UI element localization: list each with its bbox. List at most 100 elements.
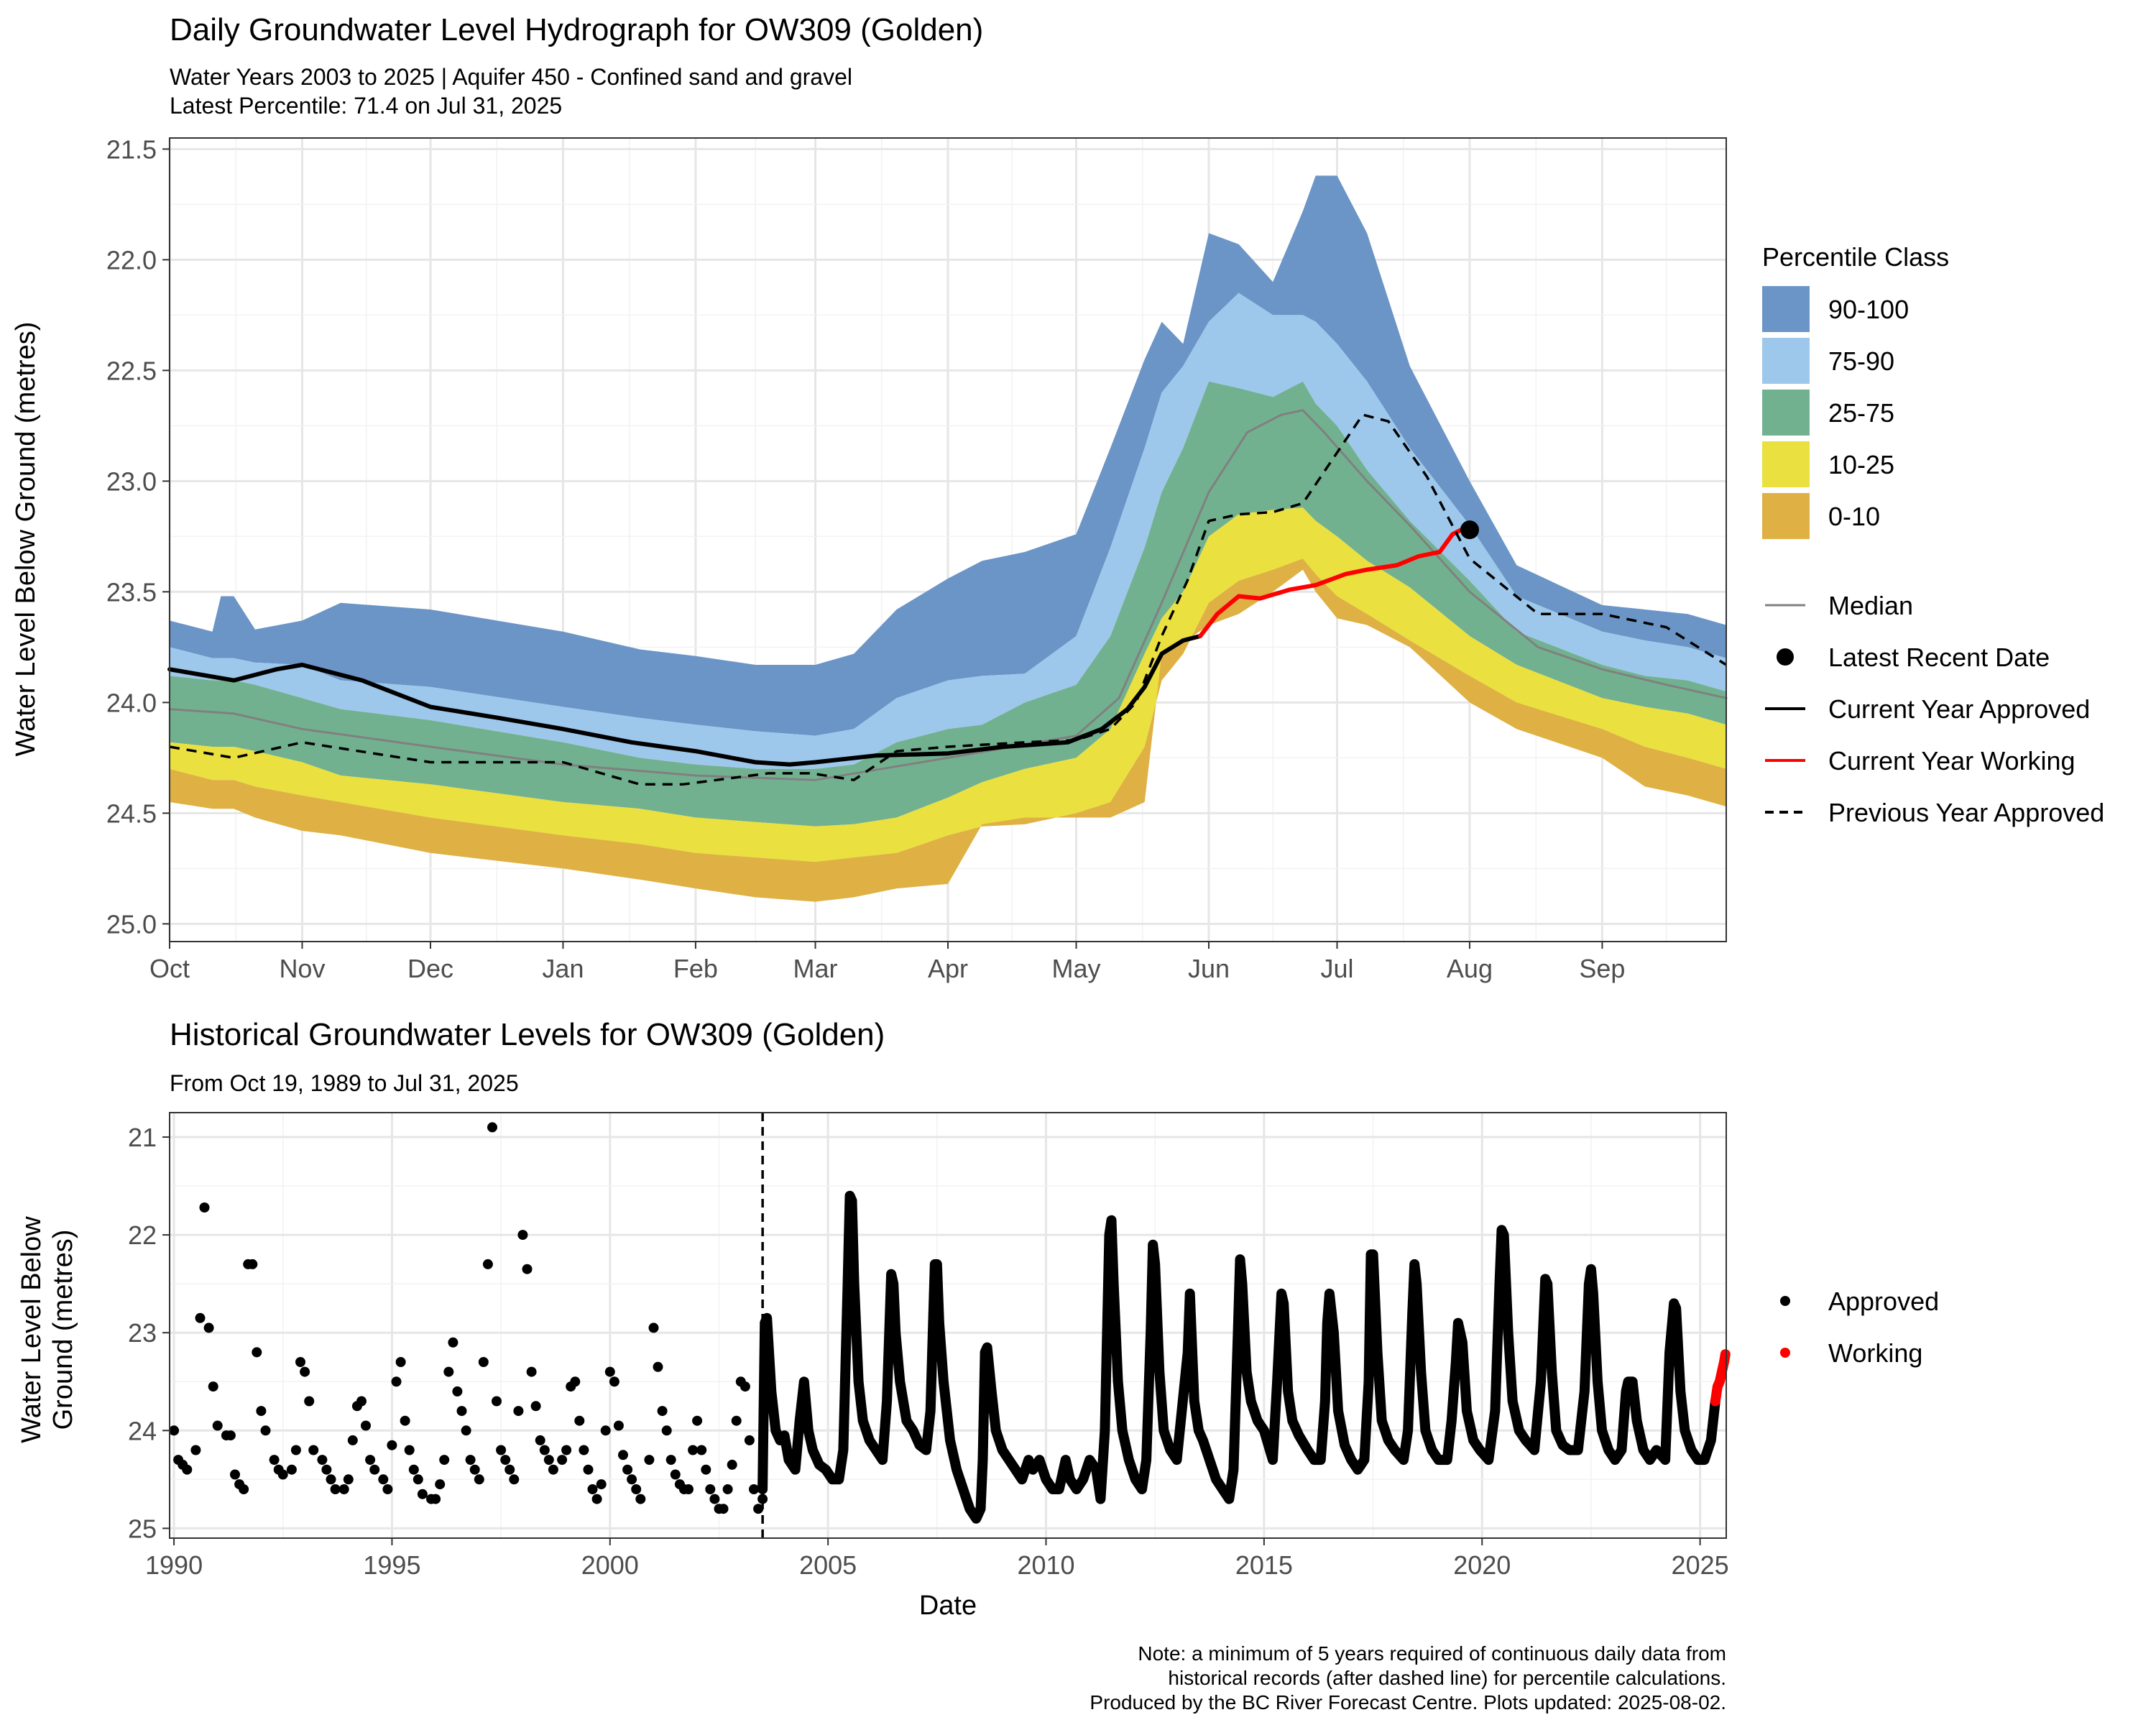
approved-point: [618, 1450, 628, 1460]
y-tick-label: 23.5: [106, 577, 157, 607]
latest-recent-date-point: [1460, 520, 1479, 540]
approved-point: [548, 1464, 558, 1475]
x-tick-label: Apr: [928, 954, 968, 983]
x-tick-label: Aug: [1447, 954, 1493, 983]
approved-point: [657, 1406, 668, 1417]
approved-point: [701, 1464, 711, 1475]
approved-point: [757, 1494, 768, 1504]
approved-point: [435, 1479, 446, 1490]
legend-label: 0-10: [1828, 502, 1880, 531]
legend-label: 75-90: [1828, 346, 1894, 376]
legend-percentile-classes: 90-100 75-90 25-75 10-25 0-10: [1762, 286, 1909, 539]
approved-point: [330, 1484, 341, 1494]
approved-point: [230, 1469, 240, 1480]
median-line: [168, 409, 1728, 781]
historical-plot-background: [170, 1113, 1726, 1538]
approved-point: [326, 1474, 336, 1485]
approved-point: [670, 1469, 681, 1480]
approved-point: [517, 1230, 528, 1241]
hydrograph-percentile-bands: [170, 175, 1726, 902]
approved-point: [492, 1396, 502, 1407]
approved-point: [753, 1504, 764, 1514]
y-tick-label: 24.0: [106, 688, 157, 717]
historical-y-axis-label-line2: Ground (metres): [48, 1230, 78, 1430]
approved-point: [505, 1464, 515, 1475]
legend-label: Approved: [1828, 1287, 1939, 1316]
approved-point: [709, 1494, 720, 1504]
approved-point: [500, 1455, 511, 1466]
approved-point: [208, 1381, 218, 1392]
approved-point: [487, 1122, 497, 1133]
hydrograph-title: Daily Groundwater Level Hydrograph for O…: [170, 12, 983, 47]
x-tick-label: 2005: [799, 1550, 857, 1580]
approved-point: [378, 1474, 389, 1485]
approved-point: [347, 1435, 358, 1445]
hydrograph-y-axis-label: Water Level Below Ground (metres): [11, 322, 41, 757]
hydrograph-subtitle-line1: Water Years 2003 to 2025 | Aquifer 450 -…: [170, 64, 852, 90]
x-tick-label: Mar: [793, 954, 838, 983]
approved-point: [295, 1357, 305, 1367]
legend-line-series: Median Latest Recent Date Current Year App…: [1765, 591, 2104, 827]
band-90-100: [170, 175, 1726, 736]
y-tick-label: 25: [128, 1514, 157, 1543]
approved-point: [627, 1474, 637, 1485]
historical-title: Historical Groundwater Levels for OW309 …: [170, 1017, 885, 1052]
approved-point: [631, 1484, 642, 1494]
approved-point: [182, 1464, 193, 1475]
x-tick-label: 1990: [145, 1550, 203, 1580]
approved-point: [195, 1312, 206, 1323]
approved-point: [469, 1464, 480, 1475]
approved-point: [443, 1366, 454, 1377]
approved-point: [688, 1445, 699, 1455]
approved-point: [408, 1464, 419, 1475]
y-tick-label: 21.5: [106, 134, 157, 164]
approved-point: [539, 1445, 550, 1455]
approved-point: [727, 1459, 737, 1470]
approved-point: [496, 1445, 507, 1455]
hydrograph-subtitle-line2: Latest Percentile: 71.4 on Jul 31, 2025: [170, 93, 562, 119]
x-tick-label: Jun: [1188, 954, 1230, 983]
approved-point: [604, 1366, 615, 1377]
approved-point: [465, 1455, 476, 1466]
approved-daily-points: [757, 1190, 1720, 1524]
approved-point: [356, 1396, 367, 1407]
hydrograph-panel: 21.5 22.0 22.5 23.0 23.5 24.0 24.5 25.0 Oct Nov D…: [106, 134, 1728, 983]
y-tick-label: 25.0: [106, 909, 157, 939]
approved-point: [474, 1474, 484, 1485]
approved-point: [522, 1264, 533, 1274]
approved-point: [321, 1464, 332, 1475]
approved-point: [635, 1494, 646, 1504]
y-tick-label: 22.5: [106, 356, 157, 385]
approved-point: [622, 1464, 633, 1475]
historical-x-axis: 1990 1995 2000 2005 2010 2015 2020 2025: [145, 1538, 1729, 1580]
historical-x-axis-label: Date: [919, 1591, 977, 1621]
approved-point: [290, 1445, 301, 1455]
approved-point: [430, 1494, 441, 1504]
approved-point: [269, 1455, 280, 1466]
hydrograph-x-axis: Oct Nov Dec Jan Feb Mar Apr May Jun Jul Aug Sep: [149, 942, 1625, 983]
legend-swatch-25-75: [1762, 390, 1810, 436]
x-tick-label: Nov: [279, 954, 325, 983]
x-tick-label: Sep: [1579, 954, 1625, 983]
legend-label: 90-100: [1828, 295, 1909, 324]
historical-legend: Approved Working: [1780, 1287, 1939, 1368]
legend-label: 10-25: [1828, 450, 1894, 479]
approved-point: [591, 1494, 602, 1504]
footnote-line3: Produced by the BC River Forecast Centre…: [1089, 1691, 1726, 1714]
approved-point: [391, 1376, 402, 1387]
approved-point: [203, 1322, 214, 1333]
approved-point: [413, 1474, 423, 1485]
approved-point: [277, 1469, 288, 1480]
working-daily-points: [1710, 1349, 1731, 1407]
approved-point: [644, 1455, 655, 1466]
x-tick-label: 1995: [363, 1550, 420, 1580]
historical-y-axis-label-line1: Water Level Below: [17, 1216, 47, 1443]
approved-point: [382, 1484, 393, 1494]
approved-point: [692, 1415, 703, 1426]
historical-plot-border: [169, 1112, 1727, 1539]
legend-swatch-0-10: [1762, 493, 1810, 539]
legend-label: 25-75: [1828, 398, 1894, 428]
approved-point: [365, 1455, 376, 1466]
approved-point: [535, 1435, 545, 1445]
y-tick-label: 23: [128, 1318, 157, 1348]
